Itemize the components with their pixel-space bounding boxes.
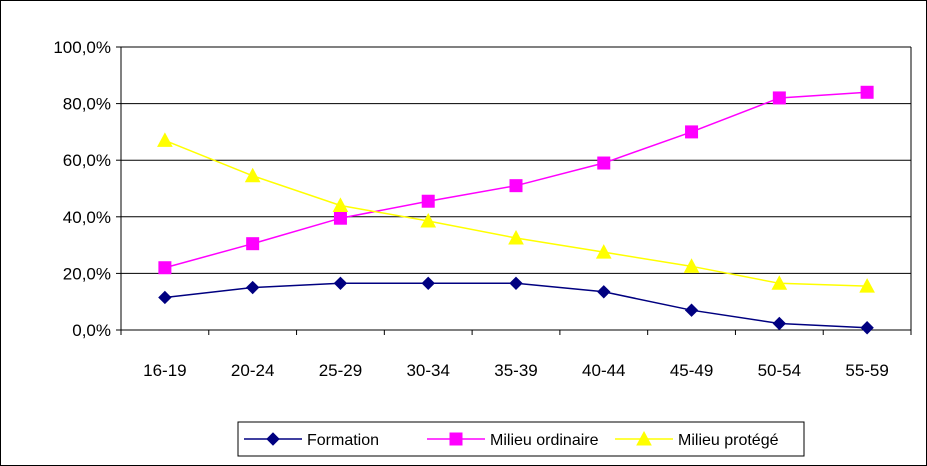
data-point xyxy=(772,91,786,105)
legend-label: Milieu protégé xyxy=(678,432,779,449)
data-point xyxy=(860,85,874,99)
data-point xyxy=(333,211,347,225)
data-point xyxy=(420,212,437,228)
y-axis-tick-labels: 0,0% 20,0% 40,0% 60,0% 80,0% 100,0% xyxy=(53,38,111,340)
data-point xyxy=(244,167,261,183)
y-tick-label: 40,0% xyxy=(63,208,111,227)
y-tick-label: 0,0% xyxy=(72,321,111,340)
data-point xyxy=(683,258,700,273)
x-tick-label: 45-49 xyxy=(670,361,713,380)
data-point xyxy=(421,276,435,291)
series-milieu-ordinaire xyxy=(158,85,874,275)
y-tick-label: 100,0% xyxy=(53,38,111,57)
legend-label: Formation xyxy=(307,432,379,449)
data-point xyxy=(597,156,611,170)
data-point xyxy=(772,316,787,331)
data-point xyxy=(158,290,172,305)
x-tick-label: 16-19 xyxy=(143,361,186,380)
data-point xyxy=(421,194,435,208)
x-tick-label: 35-39 xyxy=(494,361,537,380)
x-tick-label: 50-54 xyxy=(758,361,801,380)
legend-marker xyxy=(449,432,463,446)
x-tick-label: 25-29 xyxy=(319,361,362,380)
x-tick-label: 40-44 xyxy=(582,361,625,380)
data-point xyxy=(685,125,699,139)
data-point xyxy=(684,303,699,317)
x-tick-label: 30-34 xyxy=(406,361,449,380)
data-point xyxy=(771,275,788,290)
data-point xyxy=(246,237,260,251)
legend-marker xyxy=(636,430,652,446)
data-point xyxy=(859,278,875,293)
legend-entry: Milieu ordinaire xyxy=(427,432,599,449)
data-point xyxy=(508,229,524,245)
legend-entry: Milieu protégé xyxy=(615,430,779,449)
data-point xyxy=(332,197,349,212)
data-point xyxy=(245,280,260,295)
data-point xyxy=(860,321,874,335)
data-point xyxy=(509,276,523,291)
legend-label: Milieu ordinaire xyxy=(490,432,599,449)
y-tick-label: 20,0% xyxy=(63,264,111,283)
x-axis-tick-labels: 16-19 20-24 25-29 30-34 35-39 40-44 45-49 50-54… xyxy=(143,361,889,380)
y-tick-label: 80,0% xyxy=(63,95,111,114)
data-point xyxy=(509,179,523,193)
y-tick-label: 60,0% xyxy=(63,151,111,170)
x-tick-label: 55-59 xyxy=(845,361,888,380)
series-lines xyxy=(157,85,875,335)
data-point xyxy=(157,132,173,147)
legend-box xyxy=(237,421,805,457)
series-milieu-prot-g- xyxy=(157,132,875,293)
data-point xyxy=(597,285,611,299)
series-formation xyxy=(158,276,874,335)
legend-entry: Formation xyxy=(244,432,379,449)
legend: Formation Milieu ordinaire Milieu protégé xyxy=(237,421,805,457)
series-line xyxy=(164,139,868,287)
data-point xyxy=(595,244,612,259)
data-point xyxy=(333,276,348,291)
legend-marker xyxy=(266,432,280,446)
x-tick-label: 20-24 xyxy=(231,361,274,380)
data-point xyxy=(158,261,172,275)
